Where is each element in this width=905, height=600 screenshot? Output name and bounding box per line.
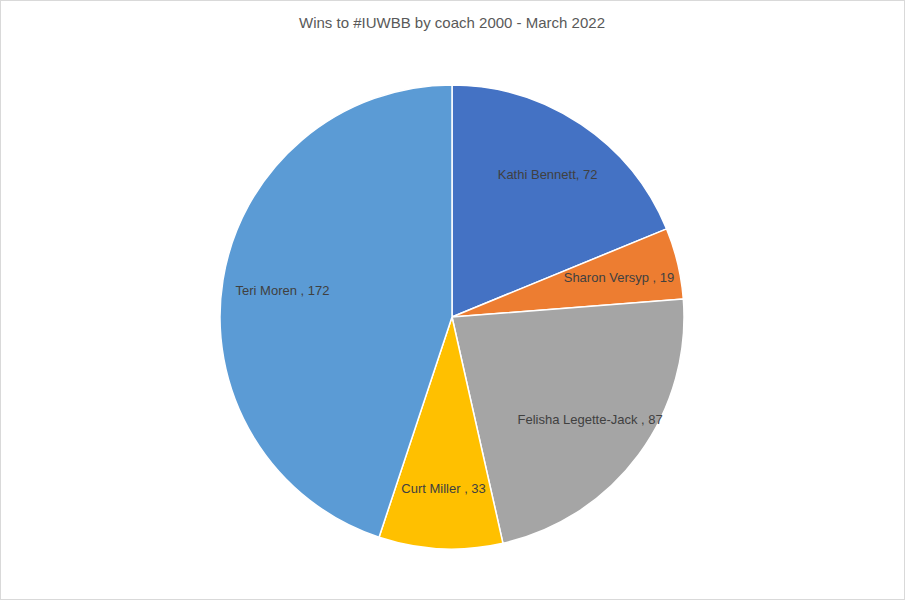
label-value: , 19 bbox=[653, 270, 675, 285]
label-value: , 33 bbox=[464, 481, 486, 496]
slices bbox=[220, 85, 684, 549]
label-category: Curt Miller bbox=[401, 481, 464, 496]
label-category: Sharon Versyp bbox=[564, 270, 653, 285]
label-value: , 172 bbox=[301, 283, 330, 298]
chart-title: Wins to #IUWBB by coach 2000 - March 202… bbox=[299, 14, 605, 31]
data-label: Teri Moren , 172 bbox=[236, 283, 330, 298]
label-category: Kathi Bennett bbox=[498, 167, 576, 182]
label-value: , 72 bbox=[576, 167, 598, 182]
data-labels: Kathi Bennett, 72 Sharon Versyp , 19 Felis… bbox=[236, 167, 675, 496]
label-value: , 87 bbox=[641, 412, 663, 427]
chart-frame bbox=[1, 1, 905, 600]
chart: Wins to #IUWBB by coach 2000 - March 202… bbox=[0, 0, 905, 600]
data-label: Curt Miller , 33 bbox=[401, 481, 486, 496]
pie-slice bbox=[220, 85, 452, 537]
label-category: Felisha Legette-Jack bbox=[518, 412, 642, 427]
label-category: Teri Moren bbox=[236, 283, 301, 298]
data-label: Felisha Legette-Jack , 87 bbox=[518, 412, 663, 427]
data-label: Sharon Versyp , 19 bbox=[564, 270, 675, 285]
data-label: Kathi Bennett, 72 bbox=[498, 167, 598, 182]
